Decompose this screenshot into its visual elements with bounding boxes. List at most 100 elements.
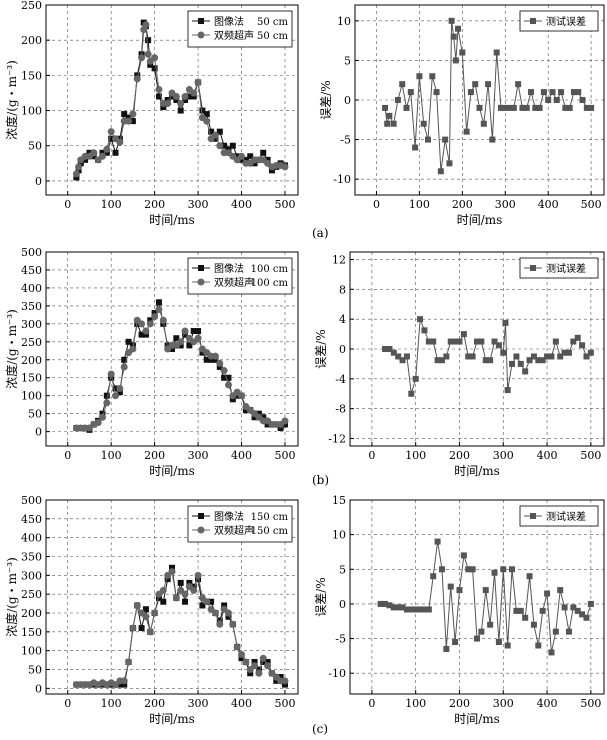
data-point <box>208 598 215 605</box>
data-point <box>186 579 193 586</box>
chart-c-right: 0 100 200 300 400 500 -10 -5 0 5 10 15 时间/ms 误差/% 测试误差 <box>314 494 605 726</box>
y-tick-label: 100 <box>21 105 42 118</box>
data-point <box>169 346 175 352</box>
data-point <box>264 658 271 665</box>
data-point <box>467 89 474 96</box>
plot-frame <box>45 499 299 695</box>
data-point <box>229 620 237 628</box>
data-point <box>134 72 141 79</box>
x-tick-label: 500 <box>274 198 295 211</box>
caption-a: (a) <box>312 226 329 240</box>
data-point <box>238 152 246 160</box>
y-tick-label: 450 <box>21 264 42 277</box>
data-point <box>442 136 449 143</box>
data-point <box>194 334 202 342</box>
legend-box <box>519 10 599 32</box>
data-point <box>186 93 193 100</box>
y-axis-label: 误差/% <box>314 329 328 368</box>
data-point <box>251 658 258 665</box>
data-point <box>155 85 163 93</box>
legend-marker <box>198 265 204 271</box>
data-point <box>469 353 476 360</box>
data-point <box>151 609 159 617</box>
data-point <box>160 598 167 605</box>
data-point <box>142 613 150 621</box>
data-point <box>504 642 511 649</box>
legend-box <box>187 257 293 295</box>
data-point <box>225 613 232 620</box>
data-point <box>190 89 198 97</box>
data-point <box>548 649 555 656</box>
x-tick-label: 300 <box>493 697 514 710</box>
data-point <box>487 621 494 628</box>
data-point <box>495 342 502 349</box>
data-point <box>260 149 267 156</box>
data-point <box>474 635 480 642</box>
data-point <box>452 57 459 64</box>
legend-box <box>187 10 293 48</box>
y-tick-label: 150 <box>21 69 42 82</box>
x-axis-label: 时间/ms <box>454 712 500 726</box>
data-point <box>133 75 141 83</box>
data-point <box>144 50 152 58</box>
y-tick-label: 50 <box>28 140 42 153</box>
data-point <box>251 160 258 167</box>
x-tick-label: 300 <box>188 198 209 211</box>
data-point <box>225 374 232 381</box>
data-point <box>173 97 180 103</box>
data-point <box>448 17 455 24</box>
data-point <box>474 338 480 345</box>
x-tick-label: 400 <box>231 449 252 462</box>
x-tick-label: 300 <box>188 697 209 710</box>
data-point <box>277 425 284 432</box>
chart-a-left: 0 100 200 300 400 500 0 50 100 150 200 250 时间/ms 浓度/(… <box>4 0 299 227</box>
data-point <box>583 614 590 621</box>
data-point <box>125 338 132 345</box>
data-point <box>420 120 427 127</box>
data-point <box>545 97 552 103</box>
data-point <box>544 353 551 360</box>
data-point <box>587 349 594 356</box>
data-point <box>587 600 594 607</box>
x-tick-label: 400 <box>231 697 252 710</box>
data-point <box>417 606 424 613</box>
legend: 测试误差 <box>519 505 599 527</box>
data-point <box>530 353 537 360</box>
data-point <box>211 352 219 360</box>
data-point <box>164 97 171 103</box>
data-point <box>408 390 415 397</box>
data-point <box>233 643 241 651</box>
x-tick-label: 200 <box>144 697 165 710</box>
data-point <box>108 135 115 142</box>
data-point <box>588 104 595 111</box>
data-point <box>412 144 419 151</box>
data-point <box>447 338 454 345</box>
caption-b: (b) <box>312 473 330 487</box>
x-axis-label: 时间/ms <box>149 464 195 478</box>
data-point <box>583 353 590 360</box>
data-point <box>570 89 577 96</box>
data-point <box>211 609 219 617</box>
data-point <box>190 93 197 100</box>
y-tick-label: 50 <box>28 408 42 421</box>
data-point <box>82 156 89 163</box>
legend-marker <box>198 513 204 519</box>
data-point <box>116 389 123 396</box>
data-point <box>480 120 487 127</box>
y-tick-label: -4 <box>335 373 346 386</box>
data-point <box>583 104 590 111</box>
data-point <box>579 97 586 103</box>
x-tick-label: 300 <box>188 449 209 462</box>
x-tick-label: 200 <box>449 697 470 710</box>
data-point <box>129 624 137 632</box>
data-point <box>513 607 520 614</box>
data-point <box>460 331 467 338</box>
x-tick-label: 500 <box>274 697 295 710</box>
y-tick-label: 200 <box>21 34 42 47</box>
y-tick-label: 5 <box>339 563 346 576</box>
series-line-1 <box>76 308 286 429</box>
x-tick-label: 0 <box>64 697 71 710</box>
data-point <box>194 78 202 86</box>
legend-marker <box>197 278 205 286</box>
y-axis-label: 误差/% <box>314 577 328 616</box>
